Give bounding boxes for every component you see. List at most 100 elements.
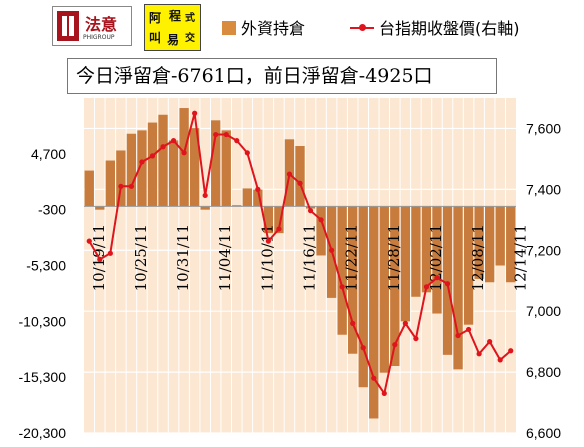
logo2-char: 程 [169,9,182,23]
price-point [487,339,493,345]
price-point [318,217,324,223]
left-axis-label: -20,300 [19,425,67,441]
price-point [244,150,250,156]
bar [116,150,126,207]
price-point [371,375,377,381]
bar [211,120,221,207]
bar [221,130,231,207]
bar [168,140,179,207]
price-point [234,138,240,144]
bar [137,130,147,207]
bar [379,206,389,373]
bar [369,206,379,419]
left-axis-label: -5,300 [26,258,66,274]
right-axis-label: 7,600 [526,120,561,136]
x-tick-label: 11/10/11 [258,224,276,291]
bar [348,206,358,354]
x-tick-label: 12/02/11 [427,224,445,291]
price-point [276,226,282,232]
x-tick-label: 11/04/11 [216,224,234,291]
phigroup-logo-mark [57,11,79,41]
legend-bar-swatch [222,21,236,35]
x-tick-label: 11/22/11 [343,224,361,291]
right-axis-label: 7,200 [526,242,561,258]
price-point [434,275,440,281]
price-point [97,256,103,263]
price-point [223,131,229,138]
price-point [497,357,503,363]
price-point [107,250,113,256]
bar [232,205,242,207]
right-axis-label: 6,600 [526,425,561,441]
bar [316,206,326,256]
price-point [392,342,398,348]
price-point [350,320,356,326]
price-point [297,180,303,186]
x-tick-label: 10/25/11 [132,224,150,291]
price-point [181,150,187,156]
bar [358,206,368,388]
left-axis-label: -15,300 [19,369,67,385]
bar [242,188,252,207]
price-point [465,326,472,333]
logo2-char: 阿 [149,11,162,25]
bar [200,206,210,210]
left-axis-label: -300 [38,202,66,218]
price-point [329,247,335,253]
chart-title-box: 今日淨留倉-6761口，前日淨留倉-4925口 [67,58,497,94]
bar [95,206,105,210]
bar [295,146,305,207]
x-tick-label: 11/16/11 [301,224,319,291]
phigroup-logo: 法意 PHIGROUP [52,6,132,46]
bar [432,206,442,314]
bar [337,206,347,335]
price-point [286,171,293,177]
right-axis-label: 6,800 [526,364,561,380]
x-tick-label: 10/31/11 [174,224,192,291]
legend-line-label: 台指期收盤價(右軸) [379,19,520,38]
x-tick-label: 12/14/11 [511,224,529,291]
price-point [402,320,408,326]
price-point [149,153,156,159]
bar [179,108,189,207]
bar [189,128,200,207]
bar [453,206,463,370]
price-point [307,208,314,214]
price-point [128,183,135,189]
right-axis-label: 7,000 [526,303,561,319]
price-point [160,144,166,150]
logo2-char: 式 [185,13,195,24]
price-point [139,159,145,165]
price-point [455,332,461,339]
bar [84,170,94,207]
left-axis-label: 4,700 [31,146,66,162]
bar [158,114,168,207]
price-point [381,390,387,397]
price-point [476,351,482,357]
bar [506,206,516,283]
bar [253,189,263,207]
bar [390,206,400,366]
right-axis-label: 7,400 [526,181,561,197]
left-axis-label: -10,300 [19,313,67,329]
price-point [444,281,451,287]
x-tick-label: 11/28/11 [385,224,403,291]
price-point [423,284,430,290]
program-trading-logo: 阿 程 式 叫 易 交 [144,4,201,51]
price-point [118,183,124,189]
bar [484,206,495,283]
bar [400,206,411,322]
price-point [360,345,366,351]
bar [263,206,274,234]
logo2-char: 叫 [149,31,162,45]
price-point [508,348,514,354]
price-point [213,131,219,138]
price-point [170,138,177,144]
legend-bar-label: 外資持倉 [241,19,306,38]
legend-line-marker [359,24,366,31]
bar [421,206,432,293]
price-point [86,238,92,244]
bar [147,122,158,207]
x-tick-label: 12/08/11 [469,224,487,291]
